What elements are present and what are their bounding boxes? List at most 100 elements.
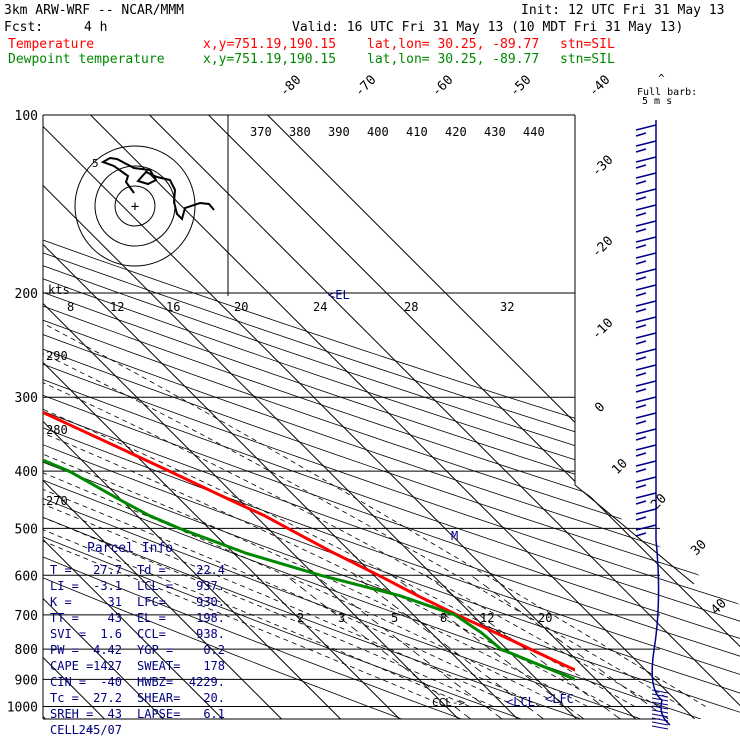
pressure-tick-label: 500 xyxy=(15,522,38,537)
dry-adiabat xyxy=(43,115,582,719)
parcel-value: 1.6 xyxy=(100,627,122,641)
wind-barb-half xyxy=(635,468,647,473)
isotherm xyxy=(43,115,459,719)
mixing-ratio-line xyxy=(353,574,544,719)
wind-barb xyxy=(635,396,657,403)
parcel-label: K = xyxy=(50,595,72,609)
moist-adiabat xyxy=(43,292,541,707)
wind-barb-low xyxy=(651,693,669,698)
parcel-value: 938. xyxy=(196,627,225,641)
wind-barb-half xyxy=(635,324,647,329)
dew-station: stn=SIL xyxy=(560,52,615,67)
pressure-tick-label: 700 xyxy=(15,609,38,624)
theta-side-label: 280 xyxy=(46,423,68,437)
isotherm-label: 40 xyxy=(708,596,730,618)
mixing-ratio-label: 20 xyxy=(538,611,552,625)
isotherm-label: -80 xyxy=(277,73,304,100)
hodograph-scale-label: 28 xyxy=(404,300,418,314)
dry-adiabat xyxy=(43,115,740,719)
mixing-ratio-line xyxy=(470,574,669,719)
dry-adiabat xyxy=(43,115,642,719)
pressure-tick-label: 200 xyxy=(15,287,38,302)
wind-barb xyxy=(635,300,657,307)
wind-barb xyxy=(635,332,657,339)
parcel-value: 937. xyxy=(196,579,225,593)
moist-adiabat xyxy=(43,292,565,707)
mixing-ratio-line xyxy=(285,574,471,719)
hodograph-ring xyxy=(114,185,156,227)
dry-adiabat xyxy=(43,115,740,719)
dry-adiabat xyxy=(43,115,740,719)
hodograph-speed-unit: kts xyxy=(48,283,70,297)
wind-barb-half xyxy=(635,500,647,505)
barb-legend-unit: 5 m s xyxy=(642,96,672,107)
hodograph: +5 kts 8 12 16 20 24 28 32 xyxy=(48,115,514,314)
parcel-value: 245/07 xyxy=(79,723,122,737)
legend-temperature: Temperature xyxy=(8,37,95,52)
wind-barb xyxy=(635,444,657,451)
wind-barb xyxy=(635,316,657,323)
wind-barb-half xyxy=(635,212,647,217)
dry-adiabat xyxy=(43,115,740,719)
mixing-ratio-label: 2 xyxy=(297,611,304,625)
theta-label: 410 xyxy=(406,125,428,139)
sounding-profiles xyxy=(43,410,575,681)
isotherm xyxy=(267,115,740,719)
ccl-marker: CCL-> xyxy=(432,696,465,709)
parcel-label: EL = xyxy=(137,611,166,625)
isotherm-label: -60 xyxy=(429,73,456,100)
parcel-value: 1427 xyxy=(93,659,122,673)
hodograph-scale-label: 16 xyxy=(166,300,180,314)
hodograph-scale-label: 12 xyxy=(110,300,124,314)
wind-barb-low xyxy=(651,725,669,730)
mixing-ratio-label: 3 xyxy=(338,611,345,625)
dry-adiabat xyxy=(43,115,740,719)
dry-adiabat xyxy=(43,115,740,719)
isotherm-label: -10 xyxy=(589,316,616,343)
theta-side-label: 270 xyxy=(46,494,68,508)
isotherm xyxy=(43,115,400,719)
parcel-value: 27.7 xyxy=(93,563,122,577)
wind-barb xyxy=(635,524,657,531)
parcel-value: 4229. xyxy=(189,675,225,689)
parcel-label: T = xyxy=(50,563,72,577)
moist-adiabat xyxy=(43,292,635,707)
valid-time: Valid: 16 UTC Fri 31 May 13 (10 MDT Fri … xyxy=(292,20,684,35)
theta-label: 390 xyxy=(328,125,350,139)
isotherm xyxy=(43,115,46,719)
wind-barb-half xyxy=(635,420,647,425)
isotherm xyxy=(43,115,636,719)
wind-barb xyxy=(635,156,657,163)
temp-station: stn=SIL xyxy=(560,37,615,52)
wind-barb-half xyxy=(635,260,647,265)
mixing-ratio-label: 12 xyxy=(480,611,494,625)
isotherm-label: 30 xyxy=(688,537,710,559)
parcel-label: SWEAT= xyxy=(137,659,180,673)
dry-adiabat xyxy=(43,115,740,719)
hodograph-scale-label: 8 xyxy=(67,300,74,314)
wind-barb xyxy=(635,252,657,259)
wind-barb-low xyxy=(651,705,669,710)
wind-barb xyxy=(635,140,657,147)
pressure-tick-label: 400 xyxy=(15,465,38,480)
parcel-label: HWBZ= xyxy=(137,675,173,689)
pressure-tick-label: 900 xyxy=(15,673,38,688)
isotherm xyxy=(43,115,164,719)
wind-barbs: Full barb:5 m s ^ xyxy=(635,72,697,730)
model-name: 3km ARW-WRF -- NCAR/MMM xyxy=(4,3,185,18)
parcel-value: 20. xyxy=(203,691,225,705)
parcel-label: Td = xyxy=(137,563,166,577)
wind-barb-low xyxy=(651,721,669,726)
wind-barb-half xyxy=(635,516,647,521)
isotherm-label: 10 xyxy=(609,456,631,478)
mixing-ratio-line xyxy=(425,574,621,719)
wind-barb xyxy=(635,284,657,291)
forecast-label: Fcst: xyxy=(4,20,44,35)
theta-side-label: 290 xyxy=(46,349,68,363)
hodograph-scale-label: 20 xyxy=(234,300,248,314)
hodograph-ring-label: 5 xyxy=(92,157,99,170)
dry-adiabat xyxy=(43,115,740,719)
wind-barb-half xyxy=(635,180,647,185)
parcel-value: -3.1 xyxy=(93,579,122,593)
